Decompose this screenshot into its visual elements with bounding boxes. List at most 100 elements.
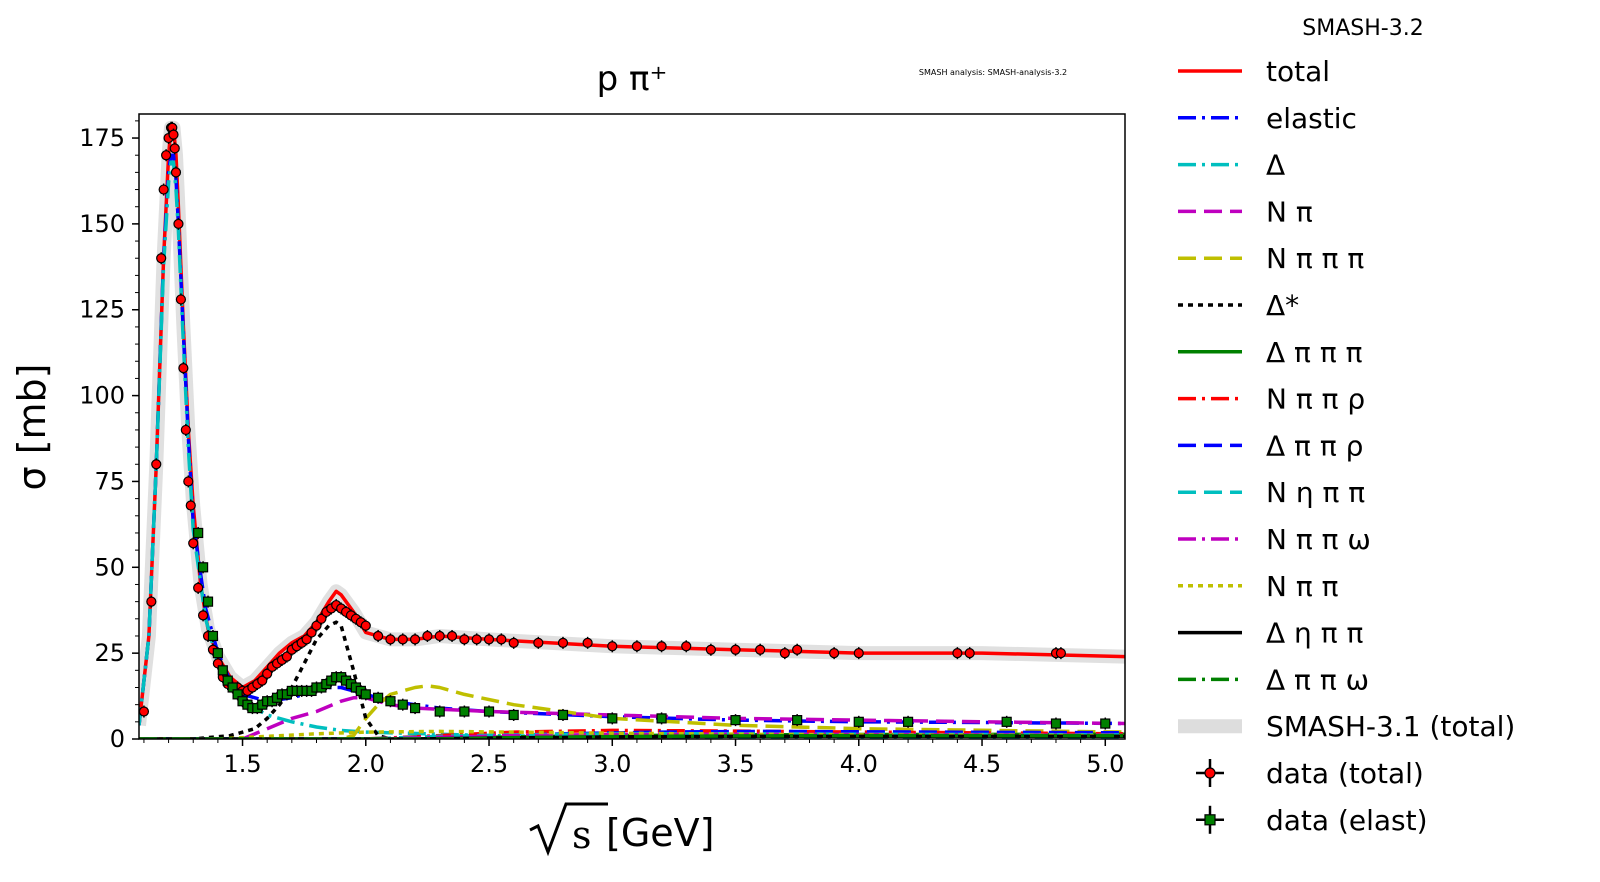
legend-label: total: [1266, 55, 1330, 88]
data-total-point: [180, 424, 191, 436]
data-total-point: [607, 641, 618, 652]
x-tick-label: 2.0: [347, 750, 385, 778]
data-total-point: [446, 630, 458, 642]
data-total-point: [471, 634, 482, 645]
data-elast-point: [212, 648, 223, 659]
x-tick-label: 4.5: [963, 750, 1001, 778]
data-total-point: [281, 651, 292, 662]
data-total-point: [301, 634, 312, 645]
legend-label: Δ η π π: [1266, 617, 1363, 650]
legend-label: data (total): [1266, 757, 1424, 790]
chart-title: p π⁺: [597, 59, 668, 99]
x-tick-label: 2.5: [470, 750, 508, 778]
data-total-point: [188, 538, 199, 549]
data-total-point: [631, 641, 643, 652]
data-total-point: [656, 641, 667, 652]
series-line-N-π-π-π: [139, 684, 1125, 739]
version-label: SMASH-3.2: [1302, 16, 1423, 41]
y-axis-title: σ [mb]: [10, 364, 54, 491]
series-line-Δ: [139, 160, 1125, 739]
data-elast-point: [656, 713, 667, 724]
sqrt-symbol-icon: [529, 802, 608, 857]
data-total-point: [409, 634, 421, 645]
data-total-point: [853, 648, 864, 659]
x-tick-label: 3.0: [593, 750, 631, 778]
x-tick-label: 1.5: [223, 750, 261, 778]
legend-label: SMASH-3.1 (total): [1266, 710, 1515, 743]
legend-label: Δ π π ω: [1266, 663, 1369, 696]
axis-ticks: 1.5 2.0 2.5 3.0 3.5 4.0 4.5 5.0 0 25 50 75 100 125 150…: [79, 120, 1124, 778]
x-axis-unit: [GeV]: [606, 811, 714, 855]
data-total-point: [373, 630, 384, 642]
data-total-point: [779, 648, 790, 659]
data-total-point: [146, 596, 157, 607]
data-total-point: [434, 630, 445, 642]
data-total-point: [582, 637, 593, 648]
legend-label: N π π ρ: [1266, 383, 1365, 416]
legend-label: Δ π π π: [1266, 336, 1363, 369]
data-elast-point: [853, 716, 864, 727]
plot-frame: [138, 113, 1126, 740]
data-total-point: [311, 620, 322, 631]
legend-label: N π π ω: [1266, 523, 1371, 556]
data-total-point: [161, 150, 172, 161]
legend-marker: [1204, 814, 1216, 826]
data-elast-point: [1050, 718, 1062, 729]
data-elast-point: [434, 706, 445, 717]
data-total-point: [557, 637, 569, 648]
legend-label: N π: [1266, 195, 1313, 228]
data-total-point: [360, 620, 371, 631]
data-total-point: [185, 500, 196, 511]
series-line-Δ-π-π-ω: [139, 733, 1125, 739]
data-total-point: [385, 634, 396, 645]
legend: total elastic Δ N π N π π π Δ* Δ π π π N π π ρ Δ…: [1178, 55, 1515, 837]
data-elast-point: [1100, 718, 1111, 729]
data-total-point: [533, 637, 544, 648]
data-total-point: [496, 634, 507, 645]
data-total-point: [151, 459, 162, 470]
data-total-point: [169, 143, 180, 154]
x-tick-label: 3.5: [716, 750, 754, 778]
data-total-point: [306, 627, 317, 638]
data-elast-point: [397, 699, 408, 710]
data-elast-point: [607, 713, 618, 724]
data-elast-point: [207, 630, 219, 642]
data-elast-point: [197, 562, 209, 573]
data-total-point: [483, 634, 495, 645]
legend-label: N π π π: [1266, 242, 1364, 275]
data-total-point: [1055, 648, 1067, 659]
watermark-text: SMASH analysis: SMASH-analysis-3.2: [919, 68, 1067, 77]
legend-label: Δ π π ρ: [1266, 429, 1363, 462]
legend-marker: [1204, 767, 1216, 779]
data-total-point: [792, 644, 803, 655]
y-tick-label: 50: [94, 553, 125, 581]
data-total-point: [316, 613, 327, 624]
data-total-point: [459, 634, 470, 645]
data-total-point: [183, 476, 194, 487]
y-tick-label: 175: [79, 124, 125, 152]
data-elast-point: [730, 715, 741, 726]
data-total-point: [262, 668, 273, 679]
data-elast-point: [193, 527, 204, 539]
data-total-point: [173, 218, 184, 229]
legend-label: elastic: [1266, 102, 1357, 135]
y-tick-label: 0: [110, 725, 125, 753]
data-elast-point: [557, 709, 569, 721]
data-total-point: [168, 129, 179, 140]
data-total-point: [397, 634, 408, 645]
data-points: [139, 121, 1111, 730]
x-axis-title: s [GeV]: [529, 802, 714, 857]
data-elast-point: [508, 709, 519, 721]
data-total-point: [829, 648, 840, 659]
y-tick-label: 125: [79, 296, 125, 324]
data-total-point: [755, 644, 766, 655]
data-total-point: [508, 637, 519, 648]
data-elast-point: [483, 706, 495, 717]
data-elast-point: [409, 702, 421, 714]
data-total-point: [705, 644, 716, 655]
x-tick-label: 4.0: [840, 750, 878, 778]
data-total-point: [964, 648, 975, 659]
data-elast-point: [385, 696, 396, 707]
data-elast-point: [902, 716, 914, 727]
series-line-SMASH-3.1-(total): [139, 120, 1125, 727]
